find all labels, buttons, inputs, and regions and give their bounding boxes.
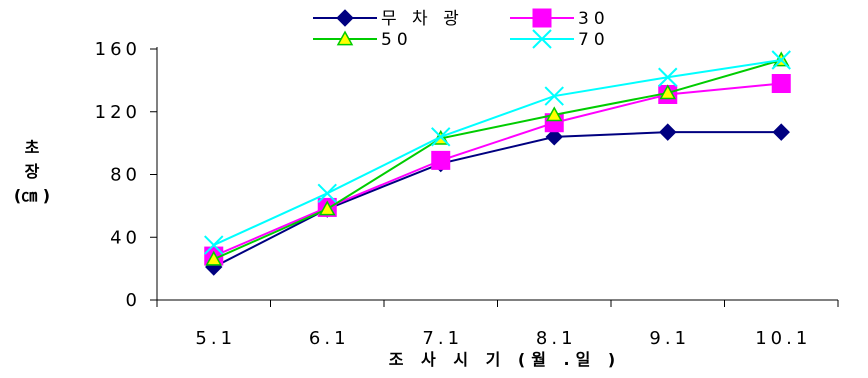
x-tick-label: 10.1 <box>755 328 811 349</box>
data-point-marker <box>660 124 676 140</box>
x-tick-label: 5.1 <box>195 328 236 349</box>
x-axis-title: 조 사 시 기 (월 .일 ) <box>389 350 621 369</box>
x-tick-label: 9.1 <box>649 328 690 349</box>
series-layer <box>205 51 791 275</box>
legend-label: 30 <box>578 9 610 29</box>
x-axis: 5.1 6.1 7.1 8.1 9.1 10.1 <box>157 300 838 349</box>
x-tick-label: 8.1 <box>536 328 577 349</box>
y-tick-label: 120 <box>95 102 141 123</box>
y-axis: 0 40 80 120 160 <box>95 39 157 311</box>
data-point-marker <box>545 87 563 105</box>
legend-entry: 50 <box>313 30 413 50</box>
data-point-marker <box>432 151 450 169</box>
legend: 무 차 광 30 50 70 <box>313 9 610 50</box>
series-line <box>214 60 782 245</box>
legend-entry: 70 <box>510 30 610 50</box>
legend-entry: 무 차 광 <box>313 9 464 29</box>
data-point-marker <box>533 9 551 27</box>
y-axis-title: 초 장 (㎝ ) <box>14 138 50 205</box>
y-axis-title-line: 장 <box>25 162 40 181</box>
legend-entry: 30 <box>510 9 610 29</box>
series-line <box>214 60 782 259</box>
legend-label: 무 차 광 <box>381 9 464 29</box>
series-line <box>214 132 782 267</box>
series-50 <box>207 53 789 265</box>
series-무-차-광 <box>206 124 790 275</box>
x-tick-label: 7.1 <box>422 328 463 349</box>
legend-label: 70 <box>578 30 610 50</box>
y-tick-label: 160 <box>95 39 141 60</box>
y-axis-title-line: (㎝ ) <box>14 186 50 205</box>
y-tick-label: 40 <box>110 227 141 248</box>
x-tick-label: 6.1 <box>309 328 350 349</box>
legend-label: 50 <box>381 30 413 50</box>
series-30 <box>205 75 791 266</box>
data-point-marker <box>337 10 353 26</box>
y-tick-label: 80 <box>110 165 141 186</box>
data-point-marker <box>772 75 790 93</box>
y-axis-title-line: 초 <box>25 138 40 157</box>
data-point-marker <box>773 124 789 140</box>
y-tick-label: 0 <box>126 290 141 311</box>
series-line <box>214 84 782 257</box>
